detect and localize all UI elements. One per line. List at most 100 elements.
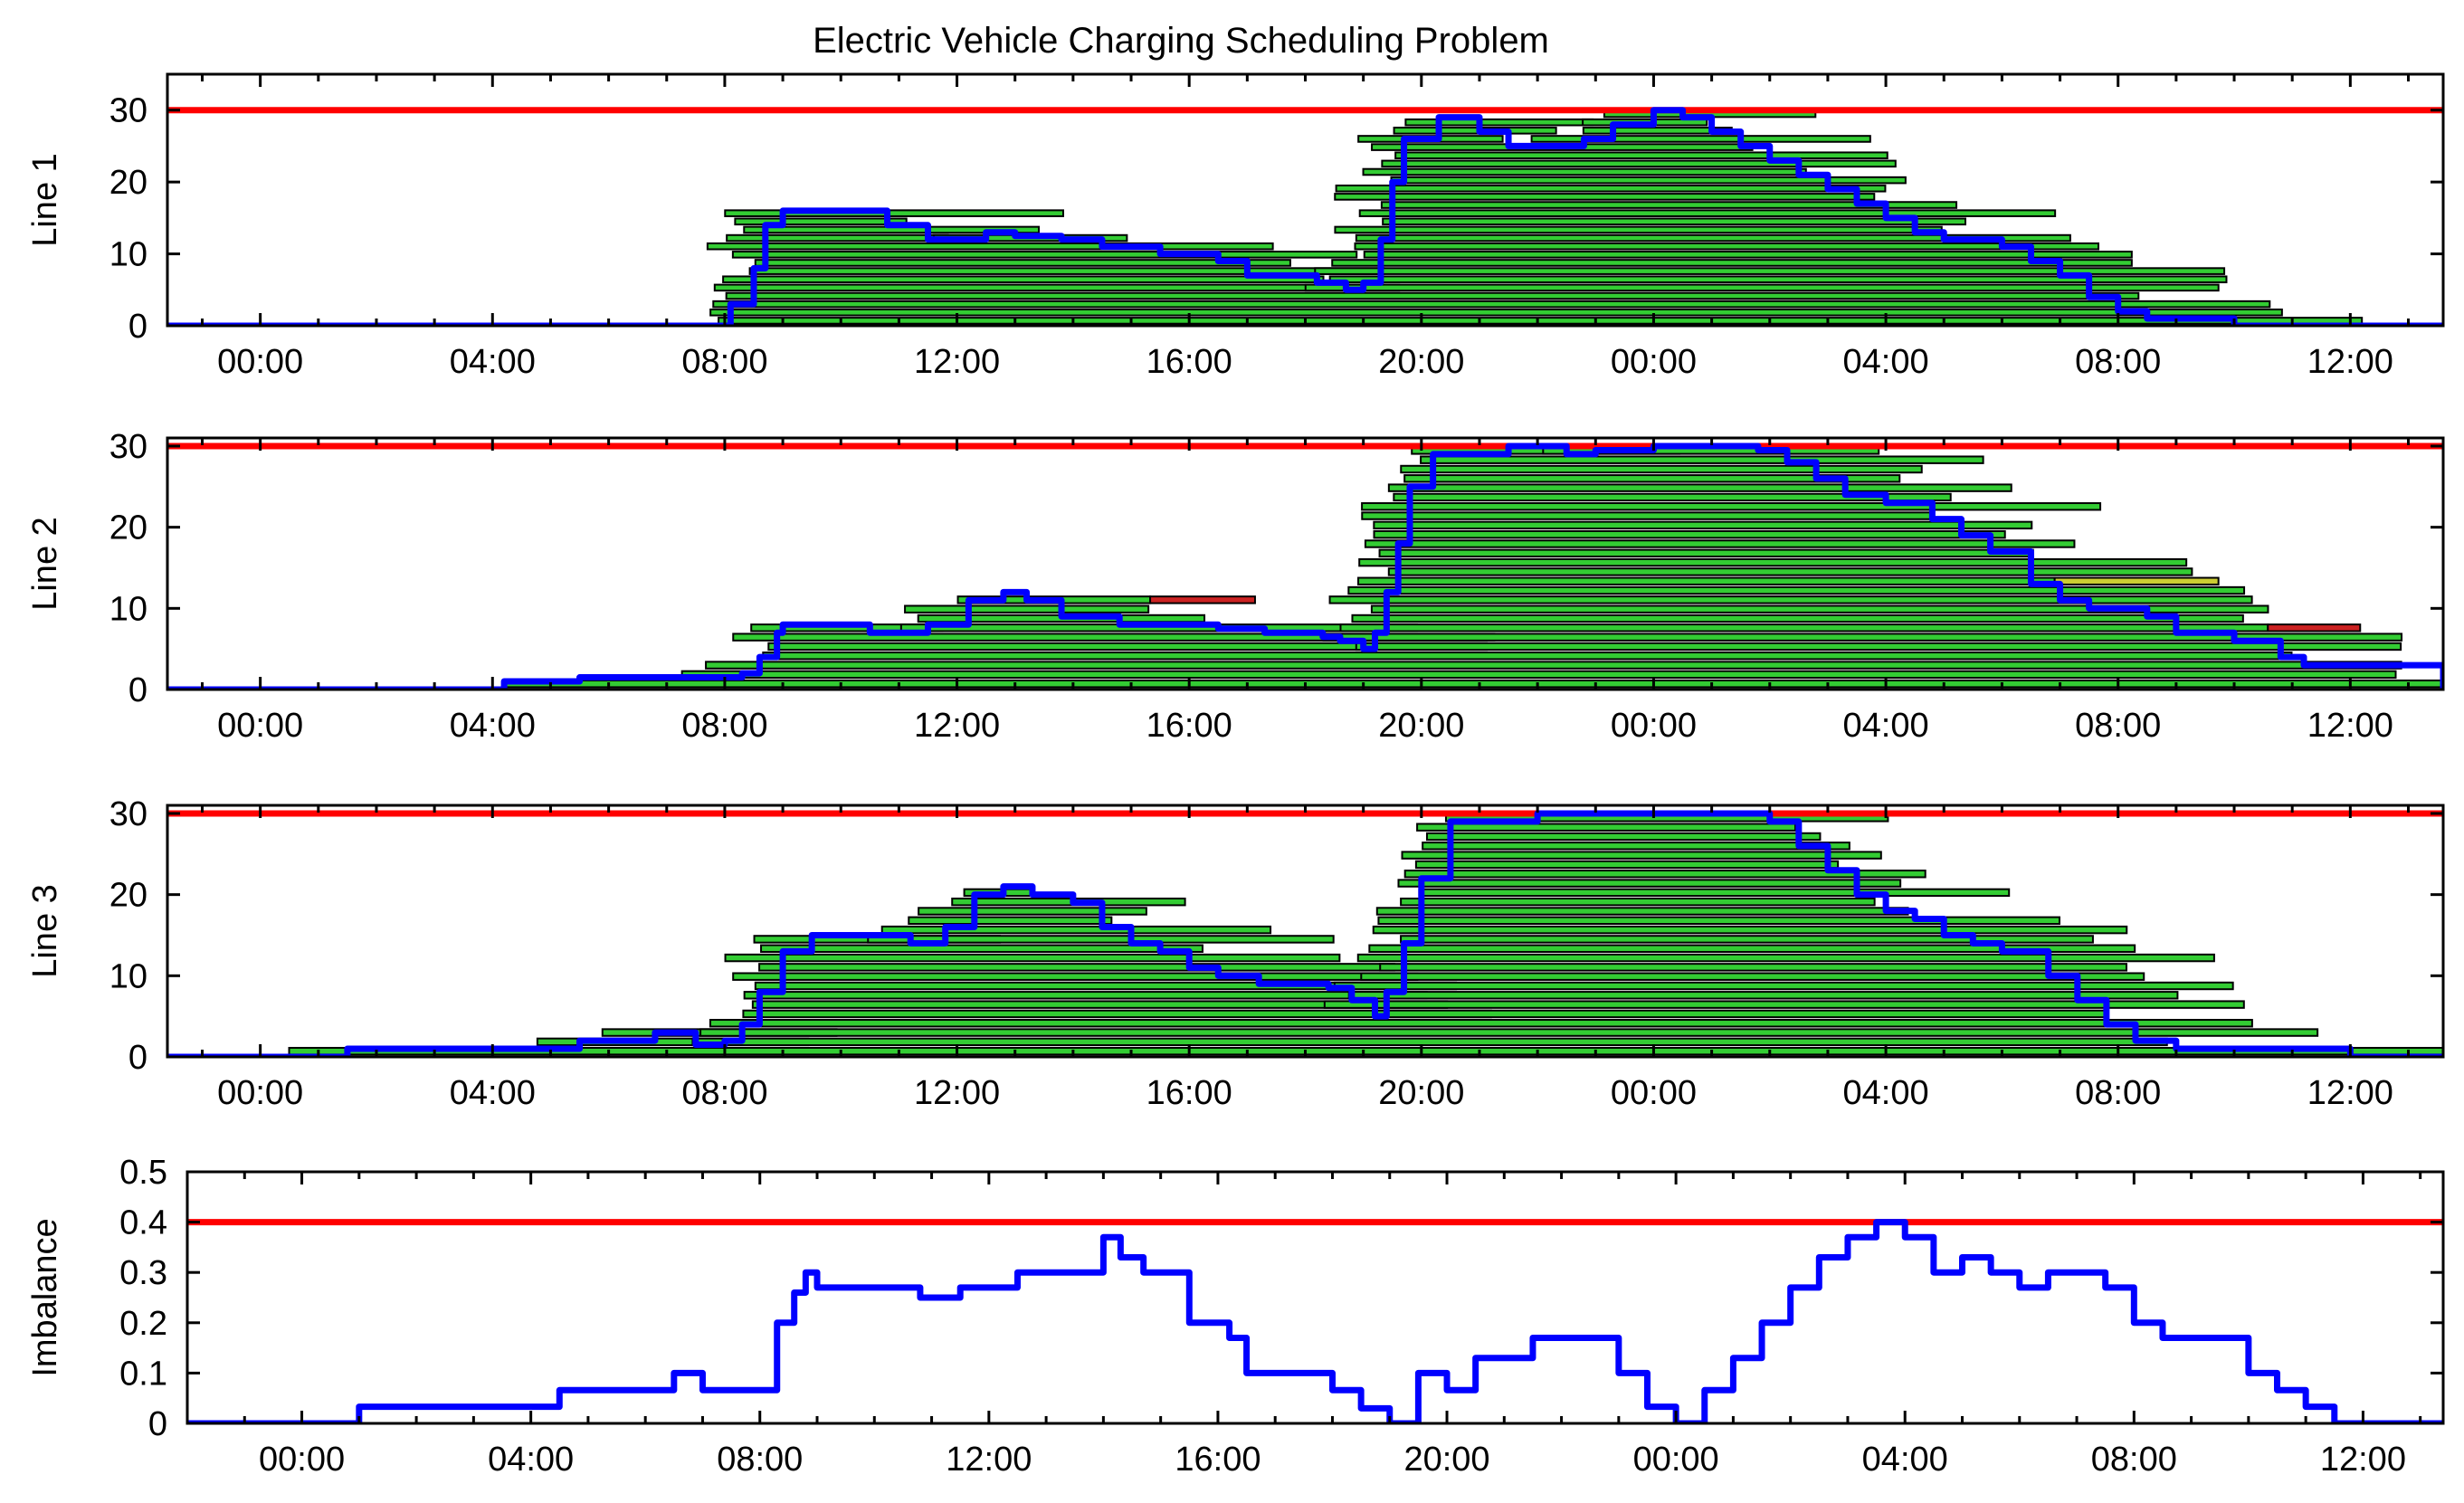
x-tick-label: 08:00 [681,1074,767,1112]
schedule-bar [1358,557,2188,567]
schedule-bar [1418,888,2011,898]
x-tick-label: 20:00 [1403,1441,1489,1479]
x-tick-label: 12:00 [2307,1074,2393,1112]
x-tick-label: 04:00 [450,343,536,381]
schedule-bar [1381,159,1897,168]
y-tick-label: 10 [109,590,147,628]
x-tick-label: 04:00 [1843,343,1929,381]
schedule-bar [1323,1000,2245,1009]
schedule-bar [1400,935,2094,944]
schedule-bar [867,935,1335,944]
schedule-bar [712,300,2271,309]
schedule-bar [1361,511,1934,520]
x-tick-label: 04:00 [488,1441,574,1479]
schedule-bar [908,916,1113,926]
schedule-bar [1339,623,2269,633]
schedule-bar [709,1019,2253,1028]
schedule-bar [1414,860,1840,870]
x-tick-label: 12:00 [914,1074,1000,1112]
x-tick-label: 12:00 [914,707,1000,745]
x-tick-label: 04:00 [450,707,536,745]
schedule-bar-late [2267,623,2362,633]
schedule-bar [726,233,949,243]
x-tick-label: 00:00 [217,707,303,745]
schedule-bar [1397,879,1902,888]
schedule-bar [724,953,1341,963]
chart-title: Electric Vehicle Charging Scheduling Pro… [813,21,1549,61]
schedule-bar [1379,963,2127,972]
schedule-bar [691,1037,2168,1047]
load-series-line [167,810,2443,1057]
x-tick-label: 08:00 [681,343,767,381]
schedule-bar [1393,492,1952,502]
x-tick-label: 16:00 [1146,343,1232,381]
schedule-bar [951,897,1186,907]
schedule-bar [904,604,1150,614]
schedule-bar [1422,842,1850,851]
schedule-bar [1357,576,2056,585]
schedule-bar [725,291,2140,300]
schedule-bar [1374,1009,2107,1019]
x-tick-label: 20:00 [1378,707,1464,745]
x-tick-label: 04:00 [1843,1074,1929,1112]
schedule-bar [1362,167,1807,176]
panel-2: 00:00 04:00 08:00 12:00 16:00 20:00 00:00 04:00… [26,428,2445,745]
plot-area [187,1219,2443,1423]
y-tick-label: 20 [109,164,147,202]
x-tick-label: 08:00 [2075,707,2161,745]
schedule-bar [1420,455,1984,464]
x-tick-label: 12:00 [2320,1441,2406,1479]
schedule-bars [502,446,2443,689]
load-series-line [167,107,2443,326]
schedule-bar [1377,916,2060,926]
panel-3: 00:00 04:00 08:00 12:00 16:00 20:00 00:00 04:00… [26,795,2445,1112]
y-axis-title: Line 3 [26,884,64,978]
schedule-bar [1370,604,2269,614]
schedule-bar [288,1046,2443,1056]
schedule-bars [706,109,2364,325]
schedule-bar [1403,474,1901,483]
schedule-bar [1334,225,1943,234]
schedule-bar [1387,567,2193,576]
schedule-bar [1304,283,2220,292]
y-axis-title: Line 1 [26,153,64,247]
schedule-bar [1372,925,2128,935]
schedule-bar [734,217,908,226]
x-tick-label: 16:00 [1175,1441,1261,1479]
x-tick-label: 00:00 [217,343,303,381]
schedule-bar [760,944,1203,953]
y-tick-label: 0 [128,1039,147,1077]
schedule-bar [1335,184,1887,193]
schedule-bar [1360,972,2145,981]
x-tick-label: 12:00 [2307,343,2393,381]
y-tick-label: 30 [109,795,147,833]
schedule-bar [722,275,1325,284]
schedule-bar [1394,151,1888,160]
y-tick-label: 0 [128,308,147,346]
schedule-bar-late [1149,595,1256,604]
schedule-bar [1387,483,2012,492]
schedule-bar [1373,520,2033,530]
x-tick-label: 20:00 [1378,1074,1464,1112]
schedule-bar [1393,127,1557,135]
y-tick-label: 0.1 [119,1355,167,1393]
schedule-bar [918,907,1147,916]
schedule-bar [502,679,2443,689]
schedule-bar [1331,259,2133,267]
schedule-bar [754,259,1291,267]
y-tick-label: 30 [109,428,147,466]
y-tick-label: 10 [109,957,147,995]
schedule-bar [705,661,2402,670]
schedule-bar [1401,851,1882,860]
panel-4: 00:00 04:00 08:00 12:00 16:00 20:00 00:00 04:00… [26,1154,2445,1479]
schedule-bar [718,317,2364,325]
x-tick-label: 08:00 [2075,1074,2161,1112]
schedule-bar [699,1028,2319,1037]
schedule-bar [1314,267,2226,275]
x-tick-label: 12:00 [2307,707,2393,745]
plot-area [167,107,2443,326]
schedule-bar [1530,135,1871,143]
schedule-bar [1364,539,2076,548]
x-tick-label: 04:00 [1862,1441,1948,1479]
